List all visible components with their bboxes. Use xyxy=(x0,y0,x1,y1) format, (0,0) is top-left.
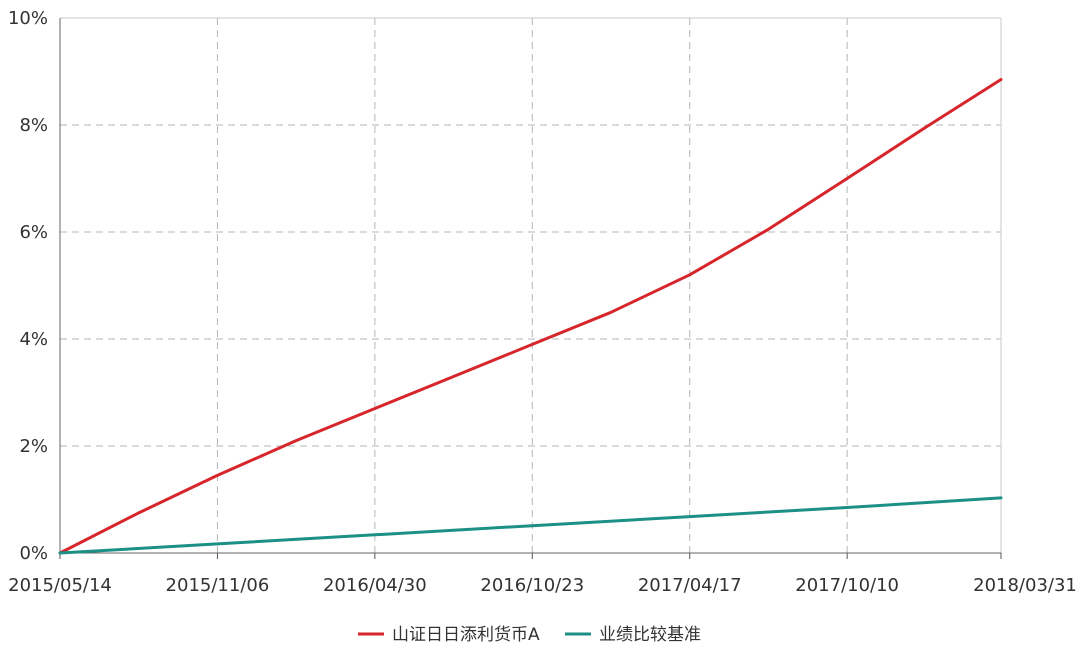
y-tick-label: 0% xyxy=(19,543,48,564)
legend: 山证日日添利货币A 业绩比较基准 xyxy=(358,625,701,645)
x-tick-label: 2015/11/06 xyxy=(166,575,270,596)
x-tick-label: 2018/03/31 xyxy=(973,575,1077,596)
x-tick-label: 2017/10/10 xyxy=(795,575,899,596)
y-tick-label: 4% xyxy=(19,329,48,350)
y-tick-label: 2% xyxy=(19,436,48,457)
legend-label-2: 业绩比较基准 xyxy=(599,625,701,645)
y-tick-label: 6% xyxy=(19,222,48,243)
x-tick-label: 2016/04/30 xyxy=(323,575,427,596)
axes xyxy=(59,17,1002,559)
x-tick-label: 2017/04/17 xyxy=(638,575,742,596)
x-tick-label: 2016/10/23 xyxy=(480,575,584,596)
series-line-2 xyxy=(58,496,1003,555)
y-tick-label: 8% xyxy=(19,115,48,136)
y-tick-label: 10% xyxy=(8,8,48,29)
series-group xyxy=(58,78,1003,555)
legend-label-1: 山证日日添利货币A xyxy=(392,625,540,645)
grid xyxy=(60,18,1001,553)
tick-labels: 0% 2% 4% 6% 8% 10% 2015/05/14 2015/11/06 2016/04… xyxy=(8,8,1077,596)
series-line-1 xyxy=(58,78,1003,555)
x-tick-label: 2015/05/14 xyxy=(8,575,112,596)
